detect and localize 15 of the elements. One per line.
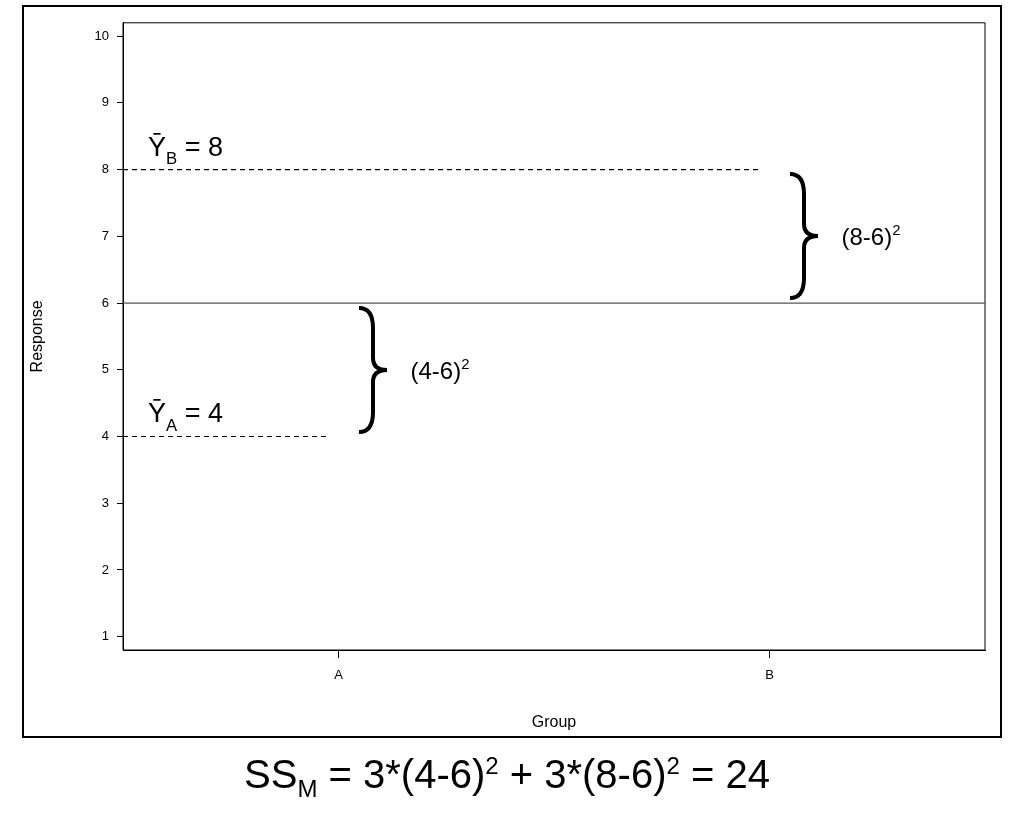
y-tick-label: 2: [101, 561, 109, 577]
y-tick-label: 5: [101, 361, 109, 377]
text: SS$_{M}$ = 3*(4-6)$^{2}$ + 3*(8-6)$^{2}$ = 24: [243, 752, 771, 804]
x-tick-label: A: [334, 667, 344, 683]
y-tick-label: 1: [101, 628, 109, 644]
y-tick-label: 4: [101, 428, 109, 444]
y-axis-title: Response: [28, 300, 46, 373]
x-tick-label: B: [765, 667, 774, 683]
x-axis-title: Group: [531, 712, 577, 730]
y-tick-label: 10: [94, 27, 109, 43]
y-tick-label: 3: [101, 494, 109, 510]
y-tick-label: 6: [101, 294, 109, 310]
y-tick-label: 9: [101, 94, 109, 110]
y-tick-label: 8: [101, 161, 109, 177]
y-tick-label: 7: [101, 227, 109, 243]
